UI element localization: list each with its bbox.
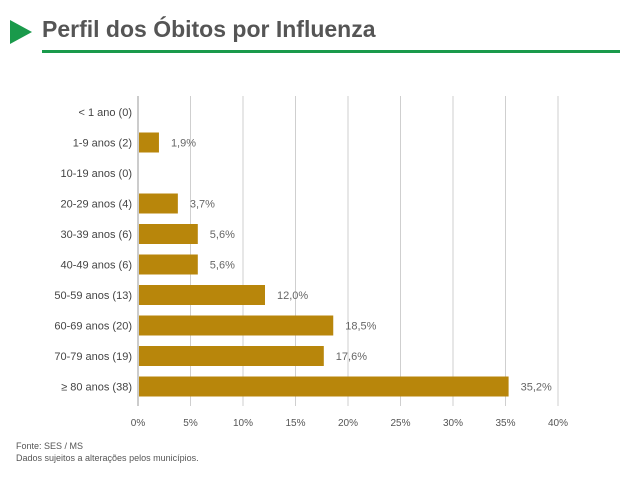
x-tick-label: 0% <box>131 418 146 429</box>
category-label: 10-19 anos (0) <box>60 168 132 180</box>
disclaimer-note: Dados sujeitos a alterações pelos municí… <box>16 453 199 463</box>
x-tick-label: 30% <box>443 418 463 429</box>
bar <box>139 285 265 305</box>
data-label: 5,6% <box>210 260 235 272</box>
category-label: 30-39 anos (6) <box>60 229 132 241</box>
x-tick-label: 5% <box>183 418 198 429</box>
play-triangle-icon <box>10 20 32 44</box>
data-label: 35,2% <box>521 382 552 394</box>
page-header: Perfil dos Óbitos por Influenza <box>10 14 620 54</box>
data-label: 17,6% <box>336 351 367 363</box>
grid-lines <box>137 96 559 406</box>
bar <box>139 315 334 336</box>
x-tick-label: 15% <box>285 418 305 429</box>
category-label: 60-69 anos (20) <box>54 321 132 333</box>
category-label: 50-59 anos (13) <box>54 290 132 302</box>
x-tick-label: 20% <box>338 418 358 429</box>
source-note: Fonte: SES / MS <box>16 441 84 451</box>
x-axis-ticks: 0% 5% 10% 15% 20% 25% 30% 35% 40% <box>131 418 568 429</box>
value-labels: 1,9% 3,7% 5,6% 5,6% 12,0% 18,5% 17,6% 35,2% <box>171 138 552 394</box>
bar <box>139 224 198 244</box>
category-label: 40-49 anos (6) <box>60 260 132 272</box>
data-label: 5,6% <box>210 229 235 241</box>
x-tick-label: 35% <box>495 418 515 429</box>
category-label: < 1 ano (0) <box>78 107 132 119</box>
page-title: Perfil dos Óbitos por Influenza <box>42 16 376 42</box>
category-label: 1-9 anos (2) <box>73 138 132 150</box>
category-labels: < 1 ano (0) 1-9 anos (2) 10-19 anos (0) 20-… <box>54 107 132 394</box>
bar <box>139 254 198 275</box>
bar <box>139 376 509 397</box>
x-tick-label: 10% <box>233 418 253 429</box>
category-label: 70-79 anos (19) <box>54 351 132 363</box>
title-underline <box>42 50 620 53</box>
bars <box>139 132 509 397</box>
x-tick-label: 25% <box>390 418 410 429</box>
bar <box>139 132 159 153</box>
data-label: 12,0% <box>277 290 308 302</box>
category-label: ≥ 80 anos (38) <box>61 382 132 394</box>
bar <box>139 346 324 366</box>
data-label: 18,5% <box>345 321 376 333</box>
category-label: 20-29 anos (4) <box>60 199 132 211</box>
footer: Fonte: SES / MS Dados sujeitos a alteraç… <box>16 440 199 464</box>
bar <box>139 193 178 214</box>
x-tick-label: 40% <box>548 418 568 429</box>
data-label: 3,7% <box>190 199 215 211</box>
data-label: 1,9% <box>171 138 196 150</box>
